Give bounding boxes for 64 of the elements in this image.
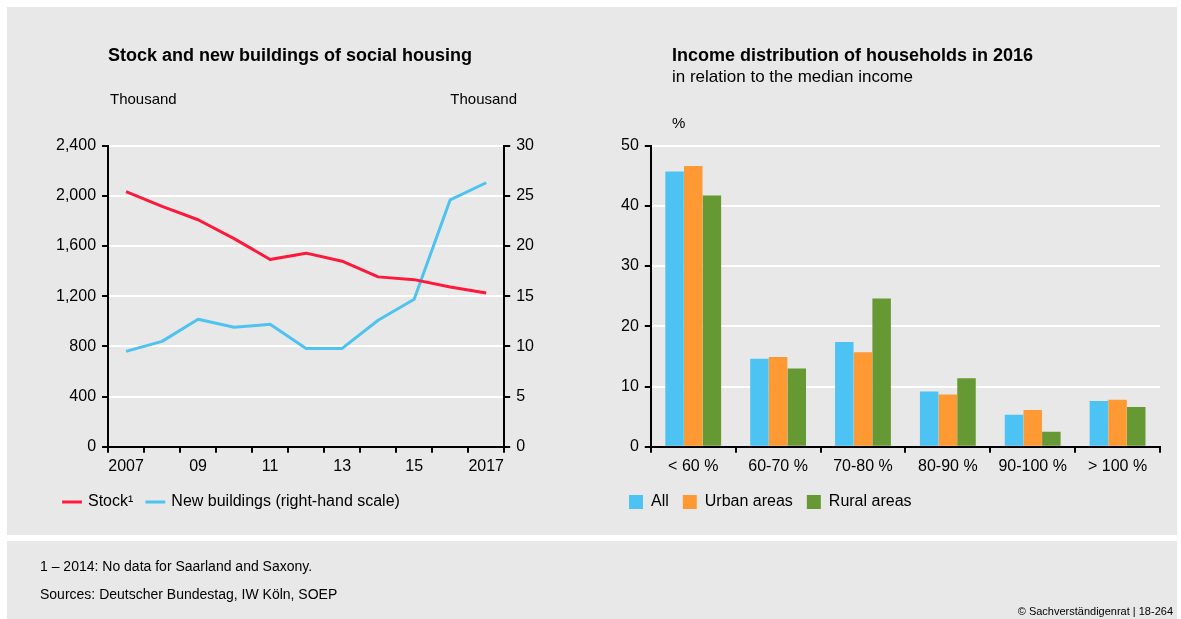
y-tick-label: 2,000 [55,186,97,204]
y2-tick-label: 25 [516,186,535,204]
bar [919,391,939,446]
y2-tick-label: 30 [516,136,535,154]
y-tick-label: 50 [621,136,639,154]
bar [1042,431,1061,446]
y-axis-title: Thousand [110,90,177,107]
bar [1126,407,1146,446]
y2-tick-label: 20 [516,236,535,254]
y2-tick-label: 15 [516,286,535,304]
bar [683,166,703,446]
legend-label: All [651,492,669,510]
bar [957,378,976,446]
bar [853,352,873,446]
bar [835,341,854,446]
x-tick-label: 2007 [108,456,144,474]
y-tick-label: 20 [621,316,639,334]
legend-label: Rural areas [828,492,912,510]
bar [1004,414,1024,446]
y-tick-label: 30 [621,256,639,274]
chart-subtitle: in relation to the median income [672,67,913,87]
chart-title: Income distribution of households in 2016 [672,45,1034,66]
bar [787,368,807,446]
x-tick-label: 13 [333,456,352,474]
bar [1108,399,1127,446]
text: 1 – 2014: No data for Saarland and Saxony. [40,558,313,574]
y-tick-label: 10 [621,376,639,394]
x-tick-label: 80-90 % [918,456,978,474]
y-tick-label: 0 [629,437,639,455]
x-tick-label: 60-70 % [748,456,808,474]
chart-title: Stock and new buildings of social housing [108,45,473,66]
x-tick-label: 70-80 % [833,456,893,474]
bar [872,298,891,446]
y2-axis-title: Thousand [450,90,517,107]
y-tick-label: 400 [69,387,97,405]
legend-label: Stock¹ [88,492,134,510]
text: © Sachverständigenrat | 18-264 [1017,605,1173,617]
bar [768,357,788,446]
bar [702,195,722,446]
y-tick-label: 0 [87,437,97,455]
y-tick-label: 2,400 [55,136,97,154]
y-tick-label: 1,200 [55,286,97,304]
legend-label: New buildings (right-hand scale) [171,492,400,510]
source-note: Sources: Deutscher Bundestag, IW Köln, SOEP [40,586,338,602]
bar [665,171,684,446]
bar [750,358,769,446]
x-tick-label: 09 [189,456,208,474]
x-tick-label: < 60 % [668,456,719,474]
legend-label: Urban areas [704,492,793,510]
y2-tick-label: 0 [516,437,526,455]
x-tick-label: 2017 [468,456,505,474]
x-tick-label: 11 [261,456,279,474]
bar [1089,401,1109,446]
bar [938,394,958,446]
y-tick-label: 40 [621,196,639,214]
y-tick-label: 800 [69,336,97,354]
bar [1023,410,1042,446]
y-axis-title: % [672,114,686,131]
x-tick-label: > 100 % [1087,456,1148,474]
x-tick-label: 90-100 % [998,456,1067,474]
y2-tick-label: 5 [516,387,526,405]
x-tick-label: 15 [405,456,424,474]
y2-tick-label: 10 [516,336,535,354]
y-tick-label: 1,600 [55,236,97,254]
